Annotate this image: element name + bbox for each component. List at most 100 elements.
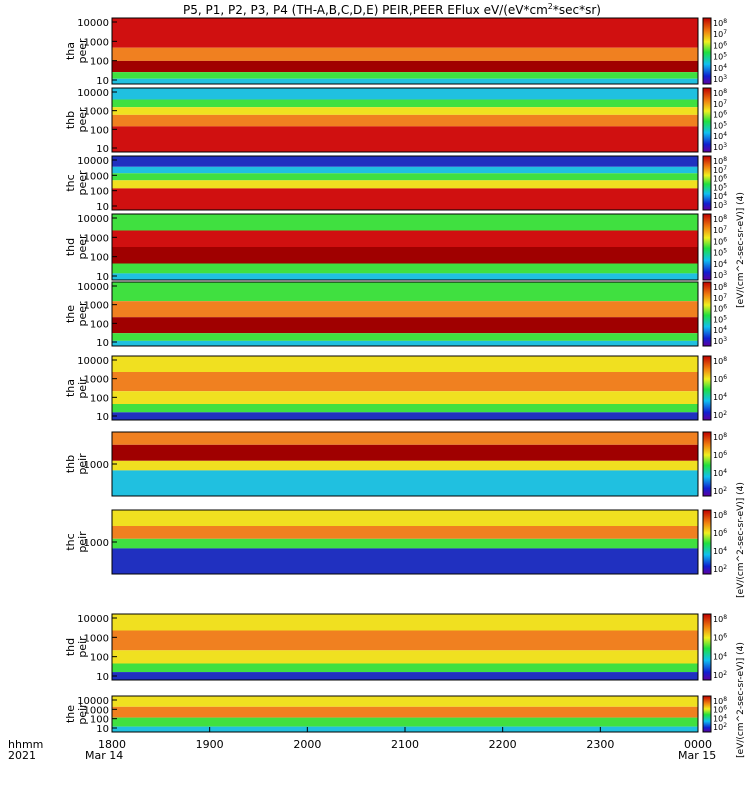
x-tick-label: 2200 <box>489 738 517 751</box>
thb-peir-spectrogram-band <box>112 470 698 496</box>
thc-peer-spectrogram-band <box>112 180 698 189</box>
the-peer-frame <box>111 281 699 347</box>
x-tick-label: 2000 <box>293 738 321 751</box>
the-peir-y-tick-label: 1000 <box>84 705 109 716</box>
thb-peer-species-label: peer <box>76 107 89 133</box>
thd-peer-spectrogram-band <box>112 214 698 231</box>
tha-peer-y-tick-label: 10 <box>96 76 109 87</box>
the-peer-spectrogram-band <box>112 282 698 302</box>
thb-peer-spectrogram-band <box>112 99 698 108</box>
the-peer-colorbar-tick-label: 103 <box>713 336 727 346</box>
thb-peir-spectrogram-band <box>112 432 698 445</box>
the-peer-y-tick-label: 1000 <box>84 301 109 312</box>
the-peir-colorbar-tick-label: 106 <box>713 705 727 715</box>
thb-peer-probe-label: thb <box>64 111 77 129</box>
tha-peir-y-tick-label: 100 <box>90 393 109 404</box>
tha-peer-spectrogram-band <box>112 78 698 84</box>
thd-peir-colorbar-tick-label: 102 <box>713 670 727 680</box>
tha-peir-frame <box>111 355 699 421</box>
thd-peer-spectrogram-band <box>112 247 698 264</box>
thb-peir-colorbar-tick-label: 108 <box>713 432 727 442</box>
thd-peer-colorbar-tick-label: 106 <box>713 236 727 246</box>
thd-peir-spectrogram-band <box>112 614 698 631</box>
thb-peer-y-tick-label: 1000 <box>84 107 109 118</box>
x-tick-label: 2100 <box>391 738 419 751</box>
thb-peer-y-tick-label: 100 <box>90 125 109 136</box>
thc-peer-colorbar-tick-label: 103 <box>713 200 727 210</box>
thd-peir-y-tick-label: 10000 <box>77 614 109 625</box>
thb-peir-probe-label: thb <box>64 455 77 473</box>
the-peer-colorbar-tick-label: 108 <box>713 282 727 292</box>
the-peer-spectrogram-band <box>112 301 698 318</box>
the-peer-colorbar-tick-label: 106 <box>713 304 727 314</box>
the-peir-y-tick-label: 100 <box>90 715 109 726</box>
thd-peir-colorbar-tick-label: 108 <box>713 614 727 624</box>
thc-peir-spectrogram-band <box>112 548 698 574</box>
thb-peer-y-tick-label: 10000 <box>77 88 109 99</box>
thd-peir-colorbar <box>702 613 712 681</box>
thd-peir-y-tick-label: 100 <box>90 653 109 664</box>
thc-peer-spectrogram-band <box>112 173 698 181</box>
footer-date-end: Mar 15 <box>678 749 716 762</box>
thb-peer-colorbar-tick-label: 107 <box>713 99 727 109</box>
tha-peir-colorbar-tick-label: 106 <box>713 374 727 384</box>
footer-date-start: Mar 14 <box>85 749 123 762</box>
thb-peir-species-label: peir <box>76 453 89 475</box>
thd-peer-colorbar-tick-label: 105 <box>713 248 727 258</box>
tha-peir-spectrogram-band <box>112 412 698 420</box>
tha-peer-colorbar-tick-label: 103 <box>713 74 727 84</box>
thd-peir-spectrogram-band <box>112 672 698 680</box>
thc-peir-y-tick-label: 1000 <box>84 538 109 549</box>
the-peer-y-tick-label: 10 <box>96 338 109 349</box>
thb-peer-colorbar-tick-label: 104 <box>713 131 727 141</box>
thd-peir-y-tick-label: 10 <box>96 672 109 683</box>
thc-peir-spectrogram-band <box>112 538 698 549</box>
the-peer-probe-label: the <box>64 305 77 323</box>
the-peir-colorbar-tick-label: 108 <box>713 696 727 706</box>
colorbar-unit-label-top: [eV/(cm^2-sec-sr-eV)] (4) <box>736 192 746 308</box>
colorbar-unit-label-middle: [eV/(cm^2-sec-sr-eV)] (4) <box>736 482 746 598</box>
the-peir-colorbar-tick-label: 102 <box>713 722 727 732</box>
thb-peer-spectrogram-band <box>112 88 698 100</box>
the-peer-colorbar-tick-label: 105 <box>713 314 727 324</box>
tha-peer-spectrogram-band <box>112 18 698 48</box>
the-peer-y-tick-label: 10000 <box>77 282 109 293</box>
figure-title: P5, P1, P2, P3, P4 (TH-A,B,C,D,E) PEIR,P… <box>183 2 601 17</box>
thd-peer-spectrogram-band <box>112 230 698 247</box>
the-peir-y-tick-label: 10 <box>96 724 109 735</box>
thc-peer-colorbar-tick-label: 107 <box>713 165 727 175</box>
x-tick-label: 1800 <box>98 738 126 751</box>
thd-peer-colorbar-tick-label: 103 <box>713 270 727 280</box>
tha-peir-colorbar-tick-label: 108 <box>713 356 727 366</box>
the-peir-spectrogram-band <box>112 706 698 718</box>
x-tick-label: 2300 <box>586 738 614 751</box>
thb-peir-colorbar-tick-label: 104 <box>713 468 727 478</box>
thb-peer-colorbar-tick-label: 106 <box>713 110 727 120</box>
tha-peer-species-label: peer <box>76 38 89 64</box>
tha-peer-spectrogram-band <box>112 72 698 79</box>
thc-peir-species-label: peir <box>76 531 89 553</box>
tha-peir-spectrogram-band <box>112 372 698 392</box>
tha-peir-panel: tha peir 10000 1000 100 10 108 106 104 102 <box>64 355 727 423</box>
thc-peir-spectrogram-band <box>112 526 698 539</box>
tha-peir-spectrogram-band <box>112 404 698 413</box>
thc-peer-colorbar-tick-label: 104 <box>713 191 727 201</box>
thd-peer-colorbar <box>702 213 712 281</box>
thc-peir-colorbar-tick-label: 104 <box>713 546 727 556</box>
thd-peer-species-label: peer <box>76 234 89 260</box>
thd-peer-y-tick-label: 100 <box>90 253 109 264</box>
thc-peer-colorbar <box>702 155 712 211</box>
thb-peer-y-tick-label: 10 <box>96 144 109 155</box>
thd-peer-frame <box>111 213 699 281</box>
thb-peer-colorbar-tick-label: 103 <box>713 142 727 152</box>
the-peer-spectrogram-band <box>112 333 698 341</box>
tha-peir-species-label: peir <box>76 377 89 399</box>
tha-peer-frame <box>111 17 699 85</box>
tha-peir-colorbar <box>702 355 712 421</box>
tha-peer-colorbar-tick-label: 108 <box>713 18 727 28</box>
tha-peir-colorbar-tick-label: 104 <box>713 392 727 402</box>
